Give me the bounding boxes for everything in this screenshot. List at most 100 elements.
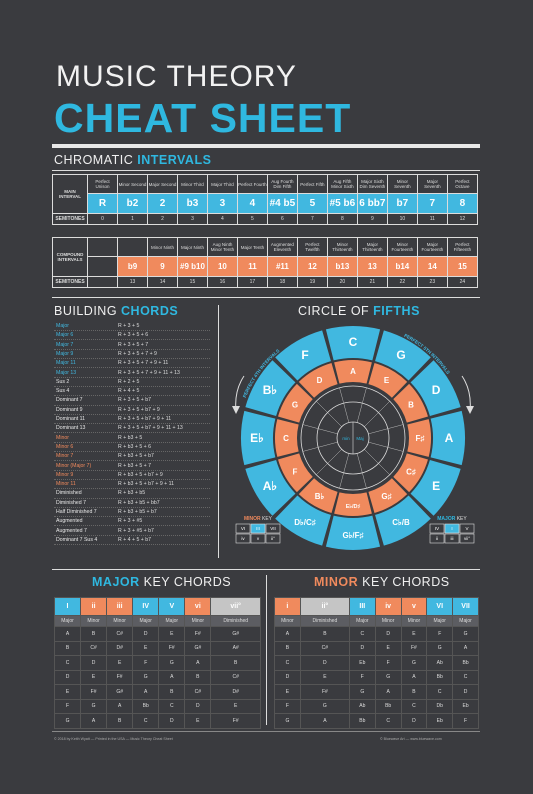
quality-cell: Minor [184, 615, 212, 627]
interval-symbol: b14 [386, 256, 418, 277]
main-interval-label: MAIN INTERVAL [51, 174, 89, 214]
note-cell: C [374, 713, 402, 729]
inner-segment [334, 492, 372, 516]
interval-symbol: #9 b10 [176, 256, 208, 277]
note-cell: B [210, 655, 261, 671]
note-row: G A Bb C D Eb F [274, 713, 479, 729]
chord-row: Major R + 3 + 5 [54, 322, 210, 332]
key-cell [265, 523, 281, 534]
interval-name: Aug Fourth Dim Fifth [266, 174, 298, 194]
chord-formula: R + b3 + b5 + bb7 [118, 499, 160, 506]
key-numeral: I [451, 526, 452, 531]
chord-formula: R + 3 + 5 + 7 + 9 [118, 350, 157, 357]
main-interval-table: MAIN INTERVAL Perfect Unison Minor Second M… [51, 174, 479, 225]
key-cell [235, 523, 251, 534]
note-cell: A [400, 669, 428, 685]
chord-name: Augmented 7 [56, 527, 87, 534]
chord-name: Major [56, 323, 69, 329]
chord-name: Minor 9 [56, 471, 74, 478]
chord-formula: R + 4 + 5 [118, 388, 140, 395]
note-cell: C# [299, 640, 350, 656]
note-cell: A [299, 713, 350, 729]
chord-row: Augmented R + 3 + #5 [54, 517, 210, 527]
interval-symbol: 6 bb7 [356, 193, 388, 214]
semitone-value: 5 [236, 213, 268, 225]
note-cell: G [299, 698, 350, 714]
chord-name: Dominant 7 [56, 397, 83, 404]
key-numeral: ii [436, 536, 438, 541]
outer-segment [325, 515, 381, 550]
chord-formula: R + b3 + b5 + b7 [118, 509, 157, 515]
interval-name: Perfect Fifteenth [446, 237, 479, 257]
inner-key-label: B♭ [315, 492, 325, 501]
footer-right: © Bluewave Art — www.bluewave.com [380, 737, 442, 741]
chromatic-title: CHROMATIC INTERVALS [54, 153, 211, 167]
inner-key-label: G♯ [381, 492, 391, 501]
semitone-value: 13 [117, 276, 148, 288]
divider-line [356, 387, 367, 423]
note-cell: G [426, 640, 454, 656]
interval-symbol [87, 256, 118, 277]
note-cell: E [53, 684, 82, 700]
semitone-value: 8 [326, 213, 358, 225]
interval-name: Minor Ninth [146, 237, 178, 257]
semitone-value: 20 [326, 276, 358, 288]
numeral-cell: i [274, 597, 301, 616]
note-cell: Eb [348, 655, 376, 671]
semitone-value: 11 [416, 213, 448, 225]
key-cell [235, 533, 251, 544]
key-divider [266, 575, 267, 725]
numeral-cell: VII [452, 597, 479, 616]
major-key-title: MAJOR KEY CHORDS [92, 575, 231, 589]
divider-line [316, 449, 342, 475]
inner-key-label: A [350, 367, 356, 376]
quality-cell: Diminished [299, 615, 350, 627]
semitone-value: 9 [356, 213, 388, 225]
note-row: C D Eb F G Ab Bb [274, 655, 479, 671]
chord-name: Dominant 11 [56, 416, 86, 422]
note-cell: A [132, 684, 160, 700]
note-cell: A [53, 626, 82, 642]
outer-key-label: C♭/B [392, 518, 410, 527]
note-cell: D [452, 684, 479, 700]
key-cell [459, 523, 475, 534]
interval-symbol: 2 [146, 193, 178, 214]
chord-row: Minor (Major 7) R + b3 + 5 + 7 [54, 462, 210, 471]
inner-key-label: F♯ [416, 434, 425, 443]
chord-row: Diminished R + b3 + b5 [54, 489, 210, 499]
numeral-cell: iv [374, 597, 402, 616]
chords-title: BUILDING CHORDS [54, 304, 178, 318]
chord-name: Minor 6 [56, 443, 74, 450]
note-cell: C [132, 713, 160, 729]
note-cell: E [374, 640, 402, 656]
note-cell: C [452, 669, 479, 685]
note-cell: Bb [452, 655, 479, 671]
chord-name: Dominant 13 [56, 425, 86, 432]
inner-segment [368, 478, 408, 513]
compound-semitones-row: SEMITONES 13 14 15 16 17 18 19 20 21 22 23 24 [51, 276, 479, 288]
chord-row: Dominant 9 R + 3 + 5 + b7 + 9 [54, 406, 210, 415]
inner-segment [278, 453, 313, 493]
note-cell: D [184, 698, 212, 714]
note-cell: C [426, 684, 454, 700]
semitone-value: 16 [206, 276, 238, 288]
note-cell: Eb [426, 713, 454, 729]
key-cell [444, 533, 460, 544]
note-row: D E F G A Bb C [274, 669, 479, 685]
chords-title-accent: CHORDS [121, 304, 179, 318]
semitone-value: 15 [176, 276, 208, 288]
key-cell [444, 523, 460, 534]
key-numeral: III [256, 526, 260, 531]
note-cell: D [80, 655, 108, 671]
note-cell: E [400, 626, 428, 642]
interval-name [87, 237, 118, 257]
note-cell: A [106, 698, 134, 714]
note-cell: C# [210, 669, 261, 685]
note-cell: F [348, 669, 376, 685]
quality-cell: Major [348, 615, 376, 627]
outer-segment [275, 495, 331, 546]
inner-ring: A E B F♯ C♯ G♯ E♭/D♯ B♭ F C G D [275, 360, 431, 516]
divider-line [364, 401, 390, 427]
divider-line [368, 441, 404, 452]
